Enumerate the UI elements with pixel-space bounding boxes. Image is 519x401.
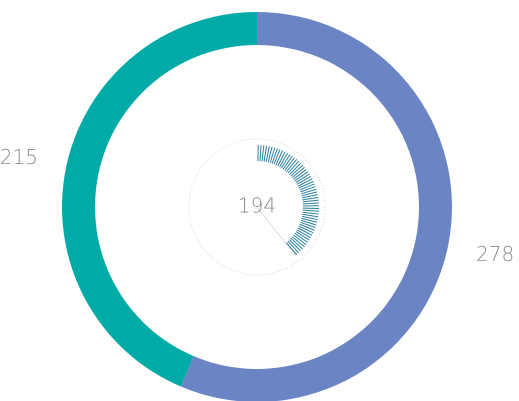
center-value: 194	[238, 194, 276, 218]
value-label: 215	[0, 145, 38, 169]
gauge-outline	[188, 138, 326, 276]
donut-segment	[180, 12, 452, 401]
donut-segment	[61, 12, 258, 387]
gauge-needle	[256, 206, 296, 256]
gauge-ticks	[257, 145, 319, 256]
value-label: 278	[476, 242, 514, 266]
